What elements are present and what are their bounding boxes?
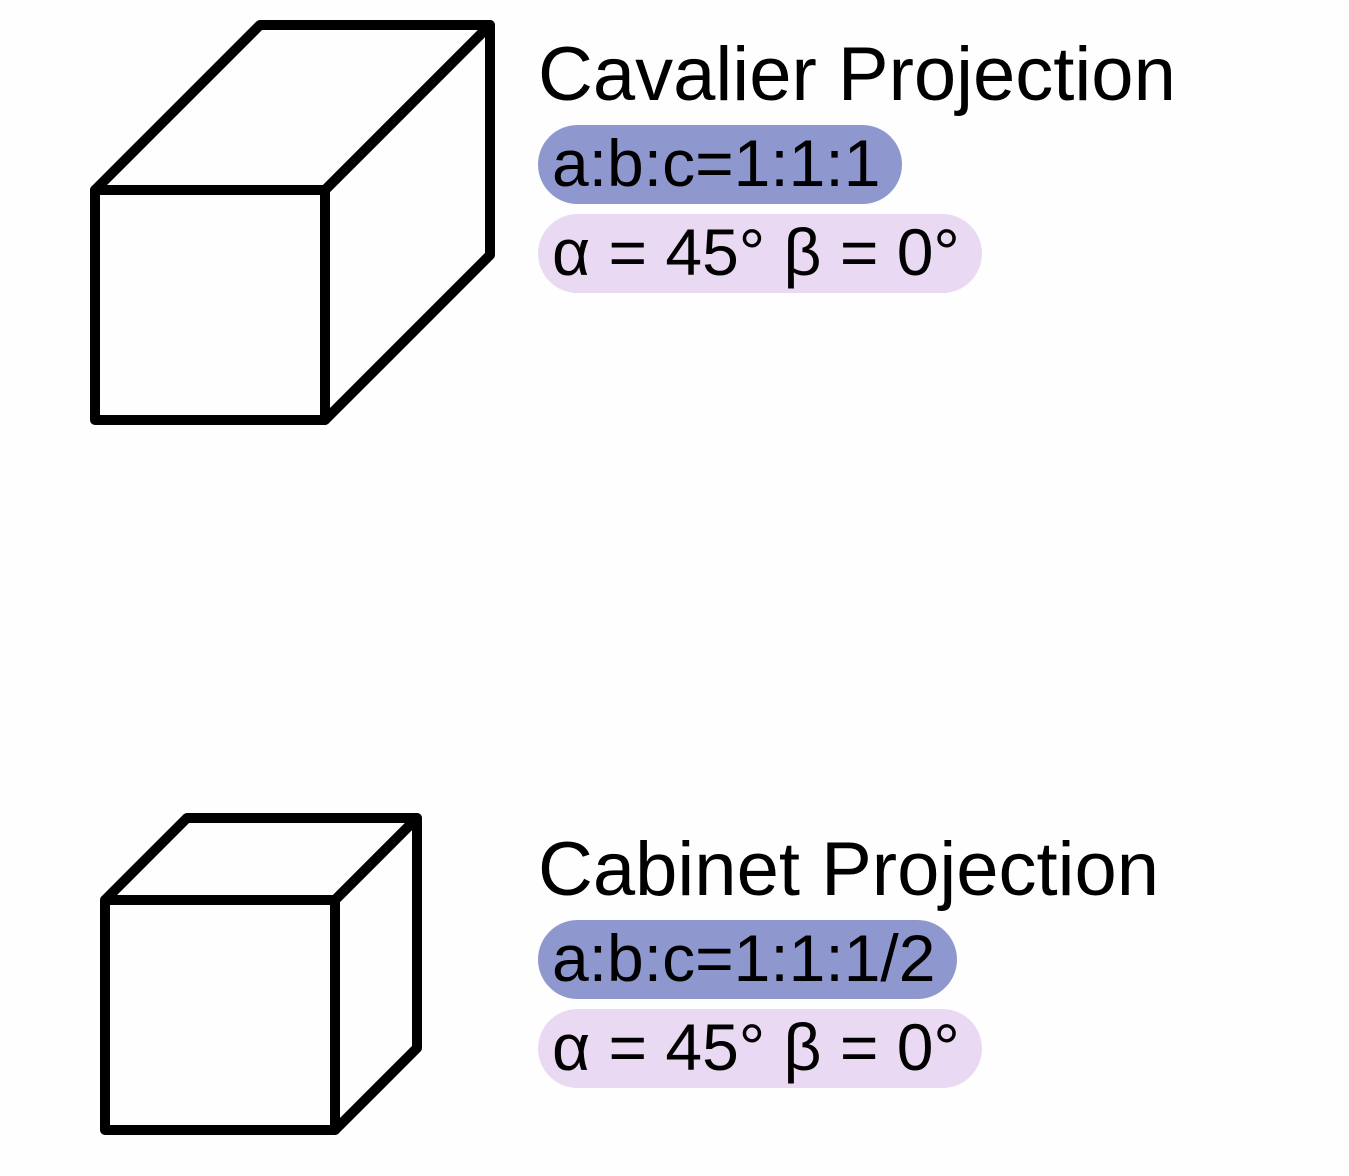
cube-cabinet bbox=[60, 800, 460, 1145]
angles-pill-cavalier: α = 45° β = 0° bbox=[538, 214, 982, 293]
cube-cavalier-svg bbox=[60, 20, 510, 430]
row-cavalier: Cavalier Projection a:b:c=1:1:1 α = 45° … bbox=[0, 20, 510, 435]
ratio-pill-cabinet: a:b:c=1:1:1/2 bbox=[538, 920, 957, 999]
ratio-pill-cavalier: a:b:c=1:1:1 bbox=[538, 125, 902, 204]
page: Cavalier Projection a:b:c=1:1:1 α = 45° … bbox=[0, 0, 1349, 1176]
cube-cabinet-svg bbox=[60, 800, 460, 1140]
row-cabinet: Cabinet Projection a:b:c=1:1:1/2 α = 45°… bbox=[0, 800, 460, 1145]
title-cavalier: Cavalier Projection bbox=[538, 35, 1176, 115]
textcol-cavalier: Cavalier Projection a:b:c=1:1:1 α = 45° … bbox=[538, 35, 1176, 293]
angles-pill-cabinet: α = 45° β = 0° bbox=[538, 1009, 982, 1088]
cube-cavalier bbox=[60, 20, 510, 435]
textcol-cabinet: Cabinet Projection a:b:c=1:1:1/2 α = 45°… bbox=[538, 830, 1159, 1088]
title-cabinet: Cabinet Projection bbox=[538, 830, 1159, 910]
